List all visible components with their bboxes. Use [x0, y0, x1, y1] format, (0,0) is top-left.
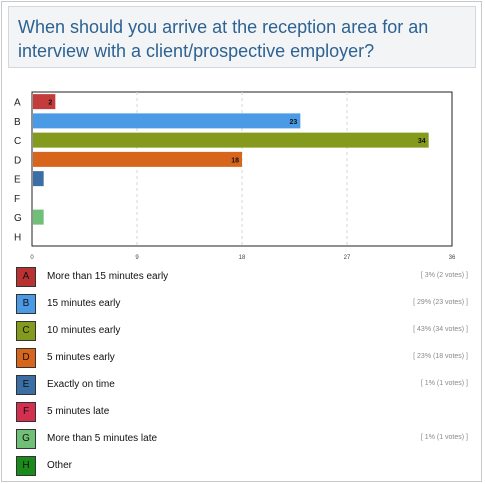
legend-swatch: F: [16, 402, 36, 422]
y-tick-label: F: [14, 194, 20, 205]
x-tick-label: 36: [449, 255, 456, 261]
legend-swatch: B: [16, 294, 36, 314]
y-tick-label: D: [14, 155, 21, 166]
legend-row-d: D 5 minutes early [ 23% (18 votes) ]: [14, 347, 476, 373]
legend-row-f: F 5 minutes late: [14, 401, 476, 427]
legend-vote-stat: [ 43% (34 votes) ]: [413, 326, 468, 333]
bar-value-label: 23: [290, 119, 298, 126]
legend-row-a: A More than 15 minutes early [ 3% (2 votes…: [14, 266, 476, 292]
legend-label: More than 5 minutes late: [47, 433, 158, 444]
x-tick-label: 0: [30, 255, 34, 261]
y-tick-label: C: [14, 136, 21, 147]
legend-swatch: A: [16, 267, 36, 287]
y-tick-label: E: [14, 175, 21, 186]
legend-swatch: D: [16, 348, 36, 368]
legend-vote-stat: [ 29% (23 votes) ]: [413, 299, 468, 306]
legend-label: 15 minutes early: [47, 298, 121, 309]
legend-label: More than 15 minutes early: [47, 271, 169, 282]
legend-vote-stat: [ 23% (18 votes) ]: [413, 353, 468, 360]
legend-vote-stat: [ 1% (1 votes) ]: [420, 434, 468, 441]
legend-label: 5 minutes early: [47, 352, 115, 363]
legend-row-e: E Exactly on time [ 1% (1 votes) ]: [14, 374, 476, 400]
x-tick-label: 9: [135, 255, 139, 261]
y-tick-label: A: [14, 98, 21, 109]
bar-d: [33, 151, 242, 167]
legend-label: Other: [47, 460, 73, 471]
legend-row-h: H Other: [14, 455, 476, 481]
y-tick-label: G: [14, 213, 22, 224]
x-tick-label: 18: [239, 255, 246, 261]
legend-row-g: G More than 5 minutes late [ 1% (1 votes) …: [14, 428, 476, 454]
legend-vote-stat: [ 3% (2 votes) ]: [420, 272, 468, 279]
legend-swatch: H: [16, 456, 36, 476]
legend-label: 10 minutes early: [47, 325, 121, 336]
legend-swatch: G: [16, 429, 36, 449]
legend-label: 5 minutes late: [47, 406, 110, 417]
question-title: When should you arrive at the reception …: [8, 6, 476, 68]
bar-b: [33, 113, 301, 129]
legend-row-c: C 10 minutes early [ 43% (34 votes) ]: [14, 320, 476, 346]
legend-label: Exactly on time: [47, 379, 115, 390]
legend-row-b: B 15 minutes early [ 29% (23 votes) ]: [14, 293, 476, 319]
legend-vote-stat: [ 1% (1 votes) ]: [420, 380, 468, 387]
bar-value-label: 34: [418, 138, 426, 145]
bar-a: [33, 94, 56, 110]
legend-swatch: E: [16, 375, 36, 395]
bar-value-label: 2: [48, 100, 52, 107]
bar-g: [33, 209, 44, 225]
bar-value-label: 18: [231, 157, 239, 164]
x-tick-label: 27: [344, 255, 351, 261]
bar-e: [33, 171, 44, 187]
y-tick-label: B: [14, 117, 21, 128]
bar-c: [33, 132, 429, 148]
y-tick-label: H: [14, 232, 21, 243]
legend-swatch: C: [16, 321, 36, 341]
